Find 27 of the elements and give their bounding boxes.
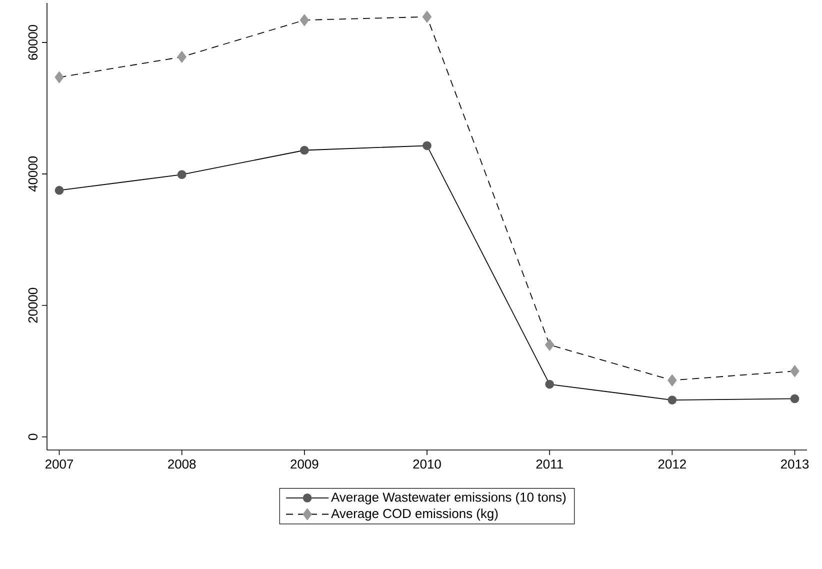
legend-label: Average Wastewater emissions (10 tons) <box>331 492 566 504</box>
point <box>668 396 677 404</box>
point <box>790 394 800 404</box>
point <box>545 338 554 351</box>
point <box>54 71 64 84</box>
x-tick-label: 2013 <box>781 459 809 469</box>
y-tick-label: 40000 <box>28 156 38 192</box>
point <box>300 146 309 155</box>
legend-label: Average COD emissions (kg) <box>331 508 498 521</box>
point <box>300 14 309 26</box>
x-tick-label: 2008 <box>168 459 196 469</box>
point <box>54 186 64 195</box>
y-tick-label: 60000 <box>28 24 38 60</box>
point <box>668 374 677 386</box>
y-tick-label: 20000 <box>28 288 38 323</box>
x-tick-label: 2011 <box>536 459 563 469</box>
y-tick-label: 0 <box>28 434 38 440</box>
point <box>422 10 432 23</box>
point <box>545 380 554 389</box>
point <box>177 170 186 180</box>
x-tick-label: 2012 <box>658 459 686 469</box>
point <box>790 365 800 378</box>
x-tick-label: 2009 <box>290 459 318 469</box>
point <box>177 50 186 63</box>
x-tick-label: 2007 <box>46 459 74 469</box>
point <box>422 141 432 150</box>
x-tick-label: 2010 <box>413 459 441 469</box>
